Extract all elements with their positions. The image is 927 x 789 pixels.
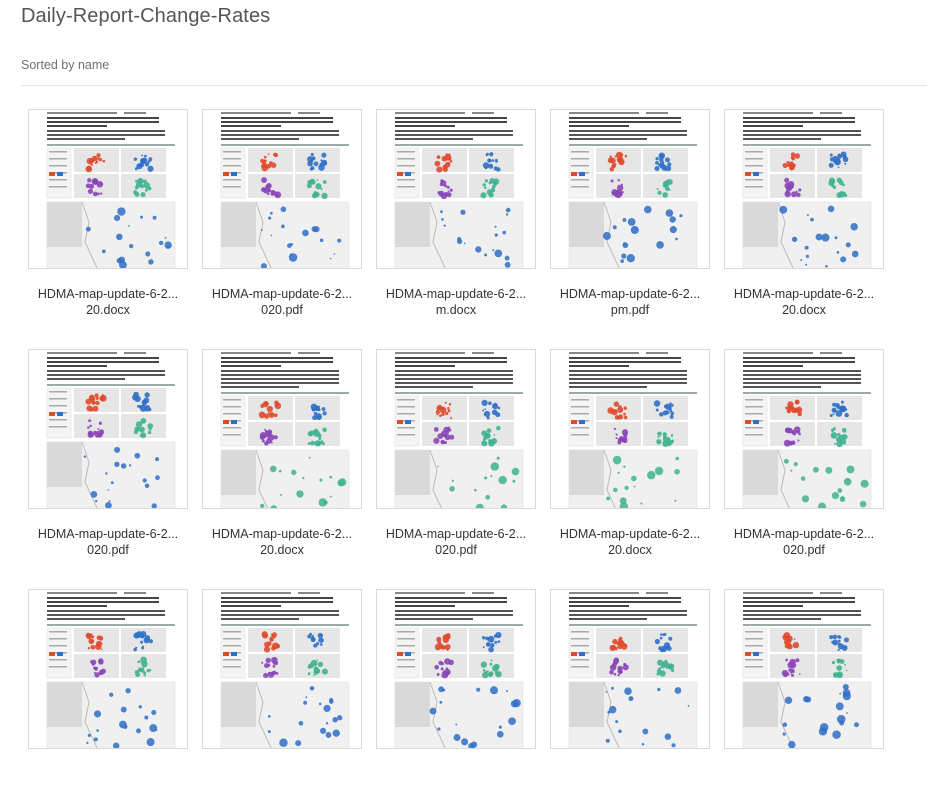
thumbnail-image [551, 110, 709, 268]
file-tile[interactable]: HDMA-map-update-6-2...20.docx [724, 109, 884, 309]
file-name[interactable]: HDMA-map-update-6-2...20.docx [542, 526, 718, 558]
file-name[interactable]: HDMA-map-update-6-2...020.pdf [20, 526, 196, 558]
folder-title: Daily-Report-Change-Rates [21, 5, 270, 28]
document-preview [395, 592, 523, 748]
thumbnail-image [551, 590, 709, 748]
document-thumbnail-icon[interactable] [28, 589, 188, 749]
file-name[interactable]: HDMA-map-update-6-2...020.pdf [368, 526, 544, 558]
file-tile[interactable] [202, 589, 362, 789]
document-thumbnail-icon[interactable] [550, 589, 710, 749]
document-preview [395, 112, 523, 268]
document-preview [47, 592, 175, 748]
file-tile[interactable]: HDMA-map-update-6-2...m.docx [376, 109, 536, 309]
file-tile[interactable]: HDMA-map-update-6-2...20.docx [202, 349, 362, 549]
document-thumbnail-icon[interactable] [724, 589, 884, 749]
file-tile[interactable]: HDMA-map-update-6-2...020.pdf [724, 349, 884, 549]
file-tile[interactable]: HDMA-map-update-6-2...020.pdf [376, 349, 536, 549]
file-name-line2: 20.docx [20, 302, 196, 318]
document-preview [569, 592, 697, 748]
thumbnail-image [725, 350, 883, 508]
file-name-line2: 20.docx [194, 542, 370, 558]
file-name[interactable]: HDMA-map-update-6-2...m.docx [368, 286, 544, 318]
file-name-line2: 20.docx [542, 542, 718, 558]
document-preview [569, 352, 697, 508]
file-name-line1: HDMA-map-update-6-2... [542, 286, 718, 302]
thumbnail-image [377, 110, 535, 268]
file-tile[interactable]: HDMA-map-update-6-2...020.pdf [28, 349, 188, 549]
header-divider [21, 85, 927, 86]
file-tile[interactable] [724, 589, 884, 789]
file-name[interactable]: HDMA-map-update-6-2...020.pdf [716, 526, 892, 558]
file-name[interactable]: HDMA-map-update-6-2...20.docx [20, 286, 196, 318]
file-name-line2: pm.pdf [542, 302, 718, 318]
document-preview [47, 352, 175, 508]
file-tile[interactable]: HDMA-map-update-6-2...20.docx [550, 349, 710, 549]
document-thumbnail-icon[interactable] [550, 109, 710, 269]
file-name[interactable]: HDMA-map-update-6-2...20.docx [194, 526, 370, 558]
file-name-line1: HDMA-map-update-6-2... [20, 526, 196, 542]
document-preview [47, 112, 175, 268]
file-tile[interactable]: HDMA-map-update-6-2...20.docx [28, 109, 188, 309]
file-tile[interactable] [550, 589, 710, 789]
thumbnail-image [29, 110, 187, 268]
thumbnail-image [203, 350, 361, 508]
thumbnail-image [203, 110, 361, 268]
document-thumbnail-icon[interactable] [202, 109, 362, 269]
file-name-line2: 020.pdf [20, 542, 196, 558]
document-thumbnail-icon[interactable] [28, 109, 188, 269]
document-preview [395, 352, 523, 508]
document-thumbnail-icon[interactable] [202, 349, 362, 509]
file-name-line2: 20.docx [716, 302, 892, 318]
thumbnail-image [377, 590, 535, 748]
thumbnail-image [377, 350, 535, 508]
document-preview [743, 592, 871, 748]
file-name-line1: HDMA-map-update-6-2... [194, 526, 370, 542]
document-preview [221, 352, 349, 508]
file-name[interactable]: HDMA-map-update-6-2...20.docx [716, 286, 892, 318]
thumbnail-image [29, 350, 187, 508]
file-name-line2: m.docx [368, 302, 544, 318]
document-thumbnail-icon[interactable] [28, 349, 188, 509]
file-name[interactable]: HDMA-map-update-6-2...020.pdf [194, 286, 370, 318]
file-name-line2: 020.pdf [194, 302, 370, 318]
thumbnail-image [551, 350, 709, 508]
file-tile[interactable]: HDMA-map-update-6-2...020.pdf [202, 109, 362, 309]
file-name-line1: HDMA-map-update-6-2... [542, 526, 718, 542]
document-thumbnail-icon[interactable] [550, 349, 710, 509]
file-name-line2: 020.pdf [368, 542, 544, 558]
file-name-line1: HDMA-map-update-6-2... [20, 286, 196, 302]
file-name-line1: HDMA-map-update-6-2... [368, 526, 544, 542]
file-name-line1: HDMA-map-update-6-2... [368, 286, 544, 302]
thumbnail-image [725, 110, 883, 268]
document-thumbnail-icon[interactable] [376, 349, 536, 509]
file-tile[interactable] [376, 589, 536, 789]
document-thumbnail-icon[interactable] [376, 109, 536, 269]
document-preview [221, 592, 349, 748]
file-name-line1: HDMA-map-update-6-2... [194, 286, 370, 302]
document-thumbnail-icon[interactable] [724, 349, 884, 509]
file-name-line1: HDMA-map-update-6-2... [716, 526, 892, 542]
file-name-line1: HDMA-map-update-6-2... [716, 286, 892, 302]
file-name-line2: 020.pdf [716, 542, 892, 558]
sort-label[interactable]: Sorted by name [21, 58, 109, 72]
document-preview [569, 112, 697, 268]
thumbnail-image [725, 590, 883, 748]
document-preview [221, 112, 349, 268]
file-tile[interactable] [28, 589, 188, 789]
document-preview [743, 352, 871, 508]
document-thumbnail-icon[interactable] [202, 589, 362, 749]
file-tile[interactable]: HDMA-map-update-6-2...pm.pdf [550, 109, 710, 309]
thumbnail-image [203, 590, 361, 748]
document-thumbnail-icon[interactable] [376, 589, 536, 749]
thumbnail-image [29, 590, 187, 748]
document-preview [743, 112, 871, 268]
document-thumbnail-icon[interactable] [724, 109, 884, 269]
file-name[interactable]: HDMA-map-update-6-2...pm.pdf [542, 286, 718, 318]
